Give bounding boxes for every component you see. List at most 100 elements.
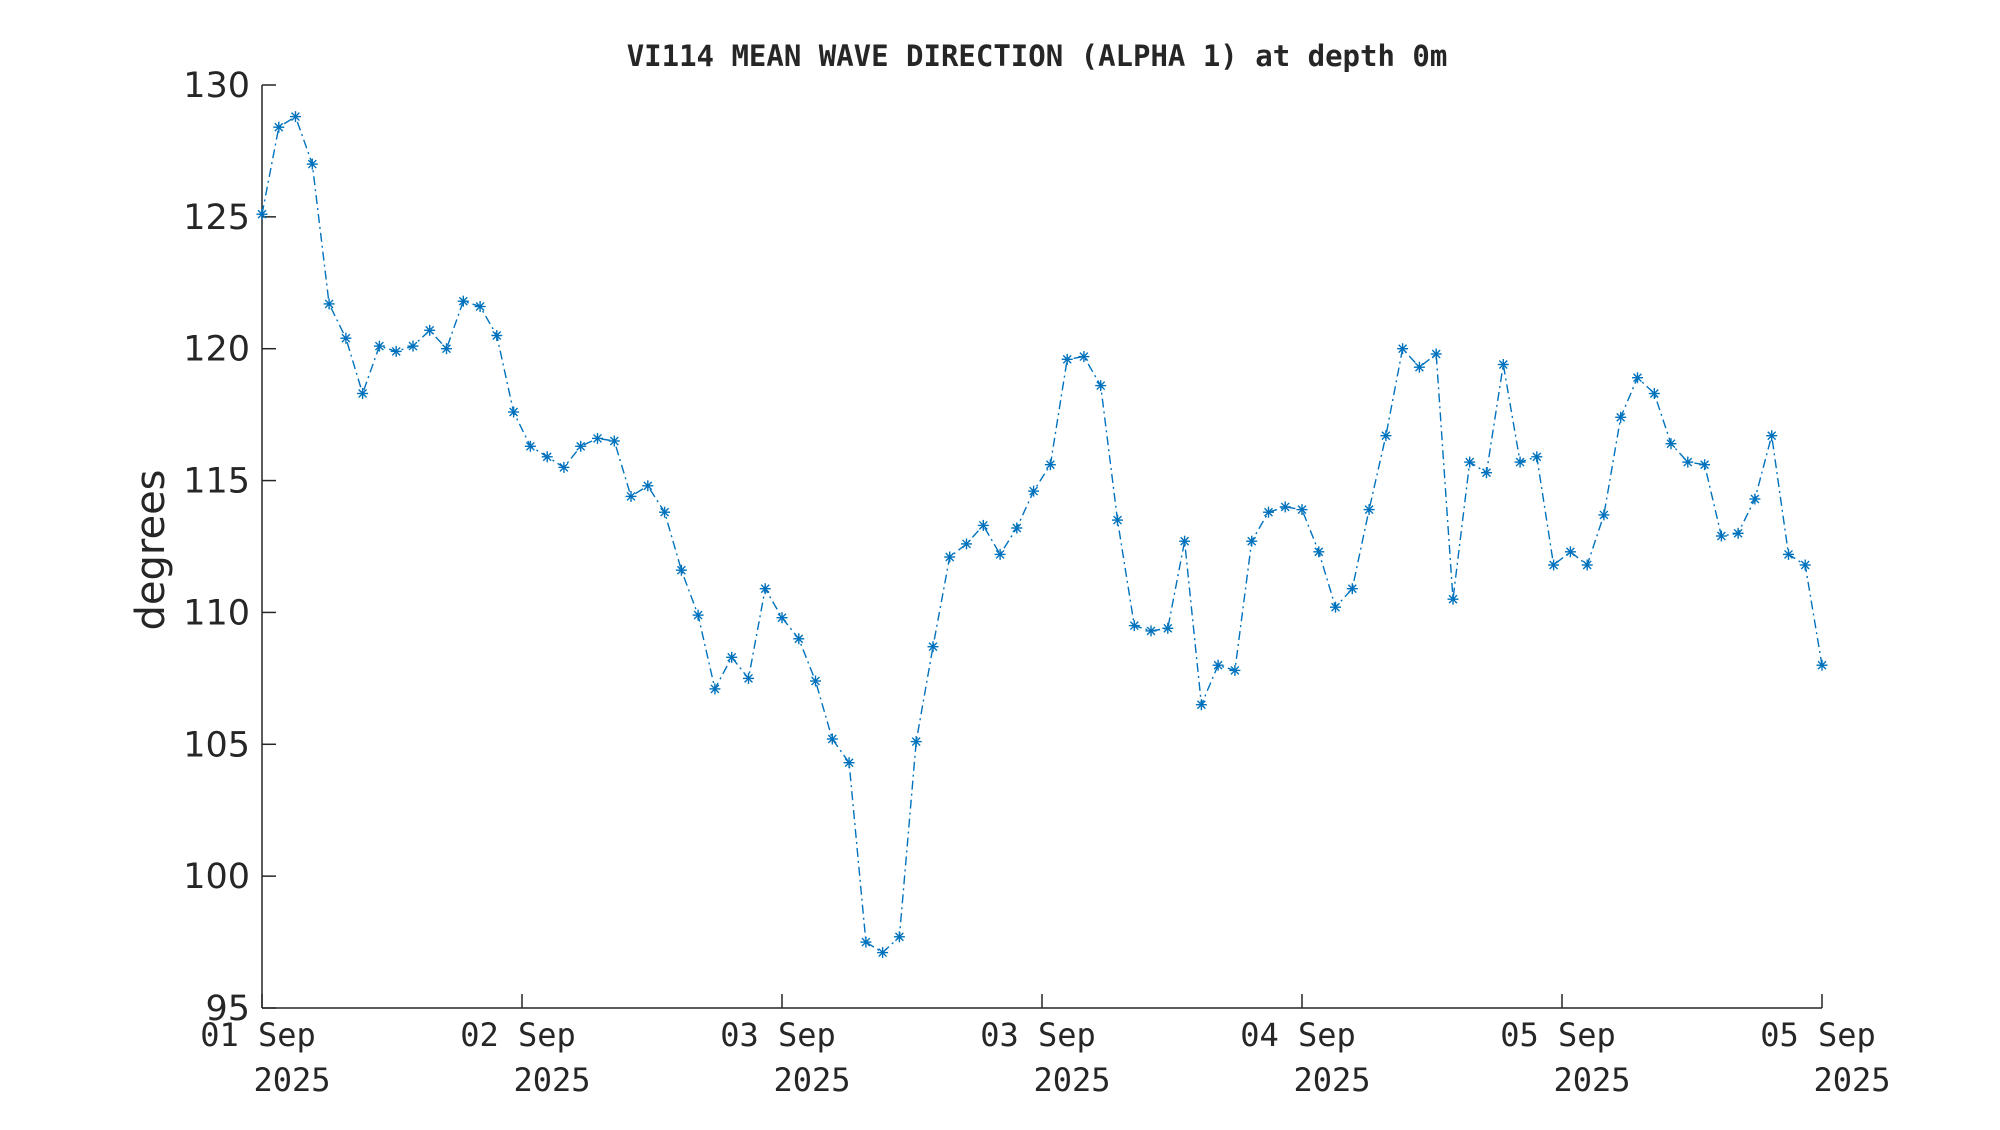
data-point-marker	[642, 480, 654, 492]
marker-stroke	[995, 549, 1005, 559]
marker-stroke	[609, 436, 619, 446]
marker-stroke	[760, 584, 770, 594]
marker-stroke	[727, 652, 737, 662]
data-point-marker	[759, 583, 771, 595]
data-point-marker	[1548, 559, 1560, 571]
marker-stroke	[744, 673, 753, 683]
marker-stroke	[1163, 623, 1173, 633]
marker-stroke	[911, 737, 921, 747]
marker-stroke	[1532, 452, 1542, 462]
data-point-marker	[323, 298, 335, 310]
marker-stroke	[425, 325, 435, 335]
data-point-marker	[1799, 559, 1811, 571]
series-line	[261, 115, 1823, 954]
marker-stroke	[492, 331, 502, 340]
y-tick-label: 110	[183, 593, 250, 633]
marker-stroke	[593, 433, 602, 443]
data-point-marker	[1229, 664, 1241, 676]
data-point-marker	[1766, 430, 1778, 442]
data-point-marker	[1497, 359, 1509, 370]
data-point-marker	[1732, 527, 1744, 539]
marker-stroke	[291, 112, 300, 122]
marker-stroke	[1012, 523, 1022, 533]
marker-stroke	[1649, 389, 1659, 398]
marker-stroke	[475, 302, 485, 311]
marker-stroke	[1247, 536, 1257, 546]
marker-stroke	[1565, 547, 1575, 557]
data-point-marker	[1447, 593, 1459, 605]
data-point-marker	[1112, 514, 1123, 526]
data-point-marker	[508, 406, 520, 418]
axes	[261, 85, 1822, 1009]
x-tick-label-year: 2025	[773, 1061, 850, 1099]
x-tick-label-date: 02 Sep	[460, 1016, 576, 1054]
data-point-marker	[1061, 353, 1073, 365]
marker-stroke	[1515, 457, 1525, 467]
marker-stroke	[1129, 621, 1139, 631]
marker-stroke	[1062, 354, 1072, 364]
data-point-marker	[1346, 583, 1358, 595]
marker-stroke	[576, 441, 586, 451]
x-ticks: 01 Sep 2025 02 Sep 2025 03 Sep 2025 03 Sep 2025…	[200, 994, 1891, 1099]
marker-stroke	[1817, 660, 1827, 670]
data-point-marker	[743, 672, 754, 684]
data-point-marker	[357, 388, 369, 399]
data-point-marker	[1514, 456, 1526, 468]
marker-stroke	[1633, 373, 1642, 383]
data-point-marker	[1413, 361, 1425, 373]
data-point-marker	[994, 548, 1006, 560]
data-point-marker	[608, 435, 620, 447]
data-point-marker	[390, 345, 402, 357]
marker-stroke	[962, 539, 971, 549]
marker-stroke	[1096, 381, 1106, 391]
data-point-marker	[256, 208, 268, 220]
marker-stroke	[1582, 560, 1592, 570]
marker-stroke	[324, 299, 334, 309]
marker-stroke	[307, 159, 317, 169]
data-point-marker	[1128, 620, 1140, 632]
data-point-marker	[1363, 504, 1375, 516]
data-point-marker	[290, 111, 301, 123]
x-tick-label-date: 05 Sep	[1500, 1016, 1616, 1054]
data-point-marker	[709, 683, 721, 695]
data-point-marker	[843, 757, 855, 769]
marker-stroke	[626, 491, 636, 501]
marker-stroke	[1314, 547, 1324, 557]
marker-stroke	[559, 462, 569, 472]
marker-stroke	[1331, 602, 1340, 612]
data-point-marker	[1195, 699, 1207, 711]
marker-stroke	[1800, 560, 1810, 570]
marker-stroke	[945, 552, 955, 562]
data-point-marker	[625, 490, 637, 502]
data-point-marker	[1095, 380, 1107, 392]
marker-stroke	[978, 520, 988, 530]
data-point-marker	[1179, 535, 1191, 547]
data-point-marker	[1279, 501, 1291, 513]
x-tick-label-year: 2025	[1813, 1061, 1890, 1099]
data-point-marker	[1783, 548, 1794, 560]
marker-stroke	[1079, 352, 1089, 362]
marker-stroke	[274, 122, 284, 132]
data-point-marker	[1699, 459, 1711, 471]
data-point-marker	[1011, 522, 1023, 534]
data-point-marker	[424, 324, 436, 336]
data-point-marker	[893, 931, 905, 943]
marker-stroke	[1482, 468, 1491, 478]
marker-stroke	[391, 346, 401, 356]
data-point-marker	[1665, 438, 1677, 450]
marker-stroke	[1113, 515, 1122, 525]
marker-stroke	[525, 441, 535, 451]
x-tick-label-date: 03 Sep	[720, 1016, 836, 1054]
data-point-marker	[1531, 451, 1543, 463]
data-point-marker	[1615, 411, 1627, 423]
marker-stroke	[1784, 549, 1793, 559]
data-point-marker	[1263, 506, 1274, 518]
marker-stroke	[1448, 594, 1458, 604]
data-point-marker	[1464, 456, 1476, 468]
marker-stroke	[660, 507, 670, 517]
marker-stroke	[928, 642, 938, 652]
marker-stroke	[1498, 360, 1508, 369]
marker-stroke	[1029, 486, 1039, 496]
marker-stroke	[710, 684, 720, 694]
